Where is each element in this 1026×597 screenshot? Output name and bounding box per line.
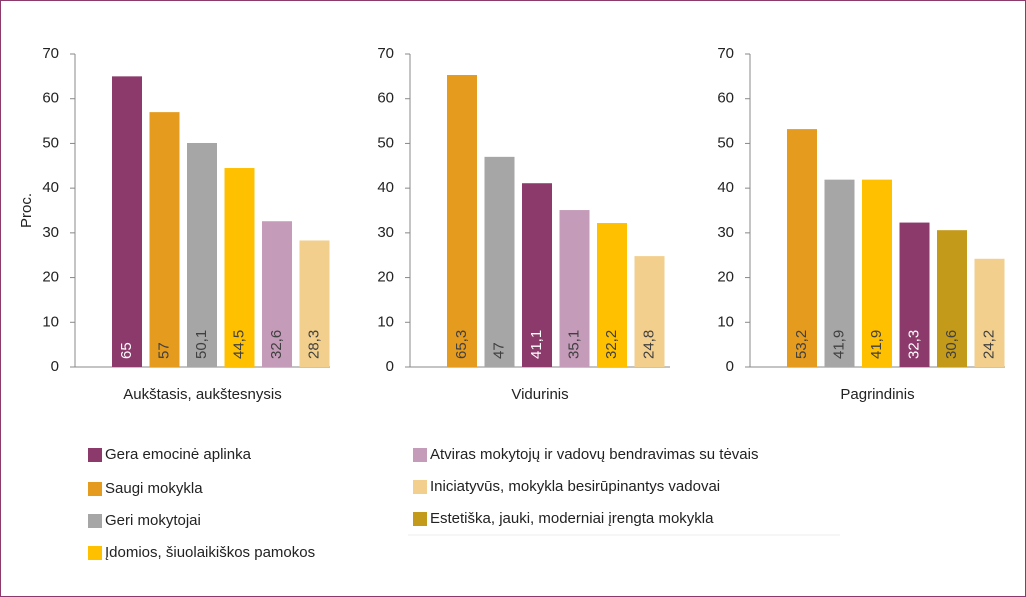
y-tick-label: 60 — [717, 90, 734, 107]
value-label: 24,8 — [640, 330, 657, 359]
value-label: 30,6 — [943, 330, 960, 359]
x-axis-label: Pagrindinis — [840, 386, 914, 403]
bar — [862, 179, 892, 367]
bar — [187, 142, 217, 367]
value-label: 28,3 — [305, 330, 322, 359]
value-label: 24,2 — [980, 330, 997, 359]
y-tick-label: 40 — [377, 179, 394, 196]
y-tick-label: 30 — [42, 224, 59, 241]
value-label: 47 — [490, 342, 507, 359]
y-tick-label: 20 — [42, 269, 59, 286]
bar — [262, 221, 292, 367]
legend-swatch — [413, 480, 427, 494]
y-axis-label: Proc. — [18, 193, 35, 228]
bar — [299, 240, 330, 367]
y-tick-label: 30 — [377, 224, 394, 241]
y-tick-label: 70 — [377, 45, 394, 62]
legend-label: Estetiška, jauki, moderniai įrengta moky… — [430, 510, 714, 527]
value-label: 32,3 — [905, 330, 922, 359]
value-label: 65,3 — [453, 330, 470, 359]
legend-label: Geri mokytojai — [105, 512, 201, 529]
y-tick-label: 50 — [717, 134, 734, 151]
value-label: 32,2 — [603, 330, 620, 359]
value-label: 50,1 — [193, 330, 210, 359]
bar — [559, 210, 590, 367]
legend-label: Saugi mokykla — [105, 480, 203, 497]
y-tick-label: 0 — [51, 358, 59, 375]
y-tick-label: 50 — [42, 134, 59, 151]
y-tick-label: 0 — [726, 358, 734, 375]
value-label: 35,1 — [565, 330, 582, 359]
legend-label: Gera emocinė aplinka — [105, 446, 252, 463]
y-tick-label: 30 — [717, 224, 734, 241]
bar — [634, 256, 665, 367]
legend-label: Iniciatyvūs, mokykla besirūpinantys vado… — [430, 478, 720, 495]
y-tick-label: 10 — [717, 313, 734, 330]
value-label: 65 — [118, 342, 135, 359]
legend-swatch — [88, 448, 102, 462]
y-tick-label: 50 — [377, 134, 394, 151]
bar — [597, 223, 627, 367]
x-axis-label: Aukštasis, aukštesnysis — [123, 386, 281, 403]
value-label: 41,1 — [528, 330, 545, 359]
y-tick-label: 20 — [377, 269, 394, 286]
legend-swatch — [413, 448, 427, 462]
y-tick-label: 60 — [42, 90, 59, 107]
value-label: 41,9 — [830, 330, 847, 359]
bar — [224, 168, 255, 367]
value-label: 53,2 — [793, 330, 810, 359]
legend-swatch — [413, 512, 427, 526]
bar — [974, 258, 1005, 367]
y-tick-label: 60 — [377, 90, 394, 107]
y-tick-label: 70 — [42, 45, 59, 62]
y-tick-label: 10 — [377, 313, 394, 330]
bar — [447, 75, 477, 367]
bar — [484, 156, 515, 367]
y-tick-label: 20 — [717, 269, 734, 286]
bar — [937, 230, 967, 367]
y-tick-label: 40 — [717, 179, 734, 196]
y-tick-label: 70 — [717, 45, 734, 62]
bar — [787, 129, 817, 367]
y-tick-label: 40 — [42, 179, 59, 196]
legend-swatch — [88, 546, 102, 560]
value-label: 44,5 — [230, 330, 247, 359]
legend-swatch — [88, 482, 102, 496]
x-axis-label: Vidurinis — [511, 386, 568, 403]
value-label: 57 — [155, 342, 172, 359]
bar — [899, 222, 930, 367]
legend-swatch — [88, 514, 102, 528]
legend-label: Įdomios, šiuolaikiškos pamokos — [105, 544, 315, 561]
bar — [149, 112, 180, 367]
y-tick-label: 0 — [386, 358, 394, 375]
legend-label: Atviras mokytojų ir vadovų bendravimas s… — [430, 446, 758, 463]
bar — [824, 179, 855, 367]
bar — [522, 183, 552, 367]
value-label: 41,9 — [868, 330, 885, 359]
y-tick-label: 10 — [42, 313, 59, 330]
value-label: 32,6 — [268, 330, 285, 359]
bar — [112, 76, 142, 367]
